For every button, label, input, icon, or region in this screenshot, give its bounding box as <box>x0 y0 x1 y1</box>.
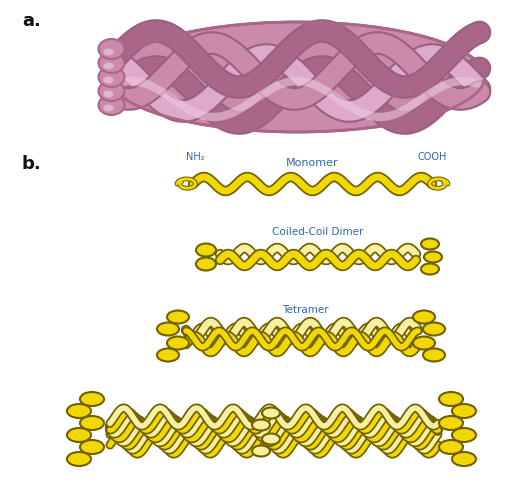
Text: NH₂: NH₂ <box>185 151 204 162</box>
Ellipse shape <box>420 264 438 275</box>
Ellipse shape <box>251 420 269 431</box>
Ellipse shape <box>166 337 189 350</box>
Ellipse shape <box>98 40 124 60</box>
Ellipse shape <box>166 311 189 324</box>
Ellipse shape <box>420 239 438 250</box>
Ellipse shape <box>98 96 124 116</box>
Text: Monomer: Monomer <box>285 158 337 167</box>
Ellipse shape <box>195 258 216 271</box>
Text: COOH: COOH <box>416 151 446 162</box>
Ellipse shape <box>103 49 114 56</box>
Ellipse shape <box>157 349 179 362</box>
Ellipse shape <box>423 252 441 263</box>
Text: b.: b. <box>22 155 42 173</box>
Ellipse shape <box>80 416 104 430</box>
Ellipse shape <box>103 77 114 84</box>
Ellipse shape <box>251 446 269 456</box>
Ellipse shape <box>438 416 462 430</box>
Ellipse shape <box>80 392 104 406</box>
Ellipse shape <box>67 428 91 442</box>
Ellipse shape <box>451 428 475 442</box>
Ellipse shape <box>98 68 124 88</box>
Text: Tetramer: Tetramer <box>281 304 328 314</box>
Ellipse shape <box>109 23 484 133</box>
Ellipse shape <box>80 440 104 454</box>
Ellipse shape <box>412 311 434 324</box>
Ellipse shape <box>422 323 444 336</box>
Ellipse shape <box>103 63 114 70</box>
Ellipse shape <box>98 82 124 102</box>
Ellipse shape <box>422 349 444 362</box>
Ellipse shape <box>262 434 279 445</box>
Ellipse shape <box>98 54 124 74</box>
Ellipse shape <box>262 408 279 419</box>
Ellipse shape <box>451 404 475 418</box>
Text: Coiled-Coil Dimer: Coiled-Coil Dimer <box>272 227 363 237</box>
Ellipse shape <box>438 392 462 406</box>
Ellipse shape <box>67 452 91 466</box>
Ellipse shape <box>412 337 434 350</box>
Ellipse shape <box>103 91 114 98</box>
Ellipse shape <box>451 452 475 466</box>
Ellipse shape <box>438 440 462 454</box>
Ellipse shape <box>67 404 91 418</box>
Text: a.: a. <box>22 12 41 30</box>
Ellipse shape <box>157 323 179 336</box>
Ellipse shape <box>195 244 216 257</box>
Ellipse shape <box>103 106 114 112</box>
